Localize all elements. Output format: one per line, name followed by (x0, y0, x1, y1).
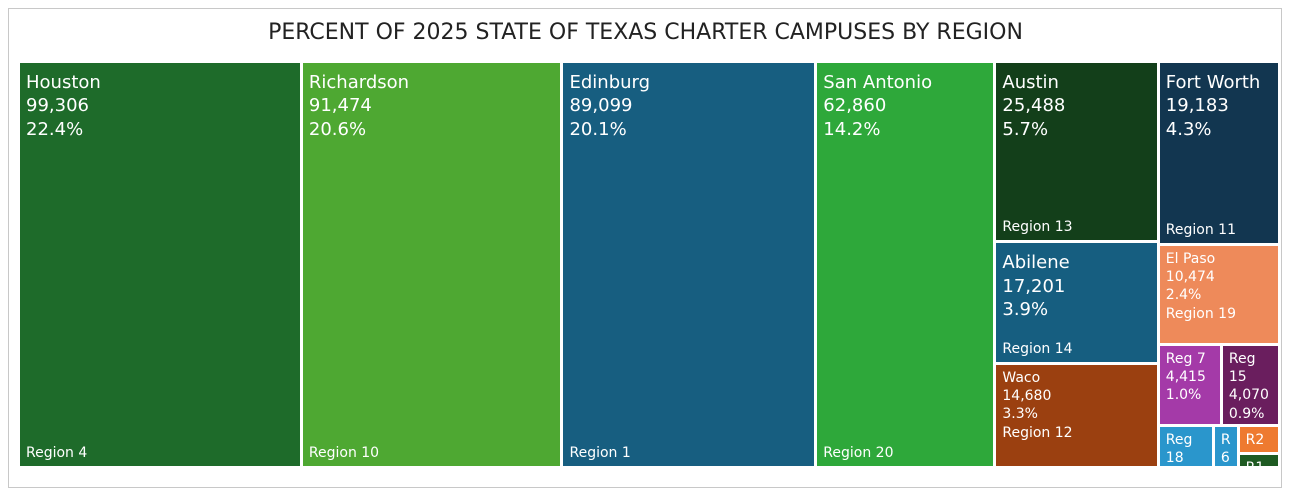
value-label: 17,201 (1002, 275, 1066, 297)
region-label: Region 14 (1002, 340, 1073, 357)
category-label: Edinburg (569, 72, 651, 93)
value-label: 4,415 (1165, 369, 1206, 386)
percent-label: 3.3% (1002, 406, 1038, 423)
value-label: 62,860 (823, 95, 887, 117)
value-label: 19,183 (1165, 95, 1229, 117)
tile: Reg 15 4,070 0.9% (1222, 346, 1278, 424)
tile: Houston 99,306 22.4% Region 4 (20, 63, 300, 466)
percent-label: 0.9% (1228, 405, 1265, 422)
region-label: Reg 18 (1165, 432, 1193, 466)
percent-label: 1.0% (1165, 387, 1202, 404)
category-label: San Antonio (823, 72, 933, 93)
category-label: Fort Worth (1165, 72, 1261, 93)
category-label: Austin (1002, 72, 1059, 93)
value-label: 91,474 (308, 95, 372, 117)
value-label: 25,488 (1002, 95, 1066, 117)
percent-label: 14.2% (823, 118, 881, 140)
value-label: 14,680 (1002, 388, 1052, 405)
region-label: Region 12 (1002, 424, 1073, 441)
chart-title: PERCENT OF 2025 STATE OF TEXAS CHARTER C… (268, 20, 1023, 45)
tile: El Paso 10,474 2.4% Region 19 (1159, 246, 1278, 344)
percent-label: 20.1% (569, 118, 627, 140)
tile: R2 (1239, 427, 1278, 452)
tile: Edinburg 89,099 20.1% Region 1 (563, 63, 815, 466)
category-label: El Paso (1165, 251, 1216, 268)
region-label: Region 13 (1002, 219, 1073, 236)
region-label: Reg 15 (1228, 351, 1256, 386)
tile: Austin 25,488 5.7% Region 13 (996, 63, 1157, 241)
tile: Reg 7 4,415 1.0% (1159, 346, 1220, 424)
percent-label: 20.6% (308, 118, 367, 140)
category-label: Houston (26, 72, 101, 93)
value-label: 99,306 (26, 95, 89, 117)
tile: Waco 14,680 3.3% Region 12 (996, 365, 1157, 466)
value-label: 89,099 (569, 95, 633, 117)
region-label: Region 10 (308, 444, 380, 461)
tile: Fort Worth 19,183 4.3% Region 11 (1159, 63, 1278, 244)
tile: R 6 (1214, 427, 1237, 466)
region-label: Region 4 (26, 444, 88, 461)
tile: San Antonio 62,860 14.2% Region 20 (817, 63, 994, 466)
tile: R17 (1239, 455, 1278, 466)
category-label: Richardson (308, 72, 410, 93)
tile: Abilene 17,201 3.9% Region 14 (996, 243, 1157, 363)
value-label: 4,070 (1228, 387, 1269, 404)
percent-label: 22.4% (26, 118, 84, 140)
percent-label: 2.4% (1165, 287, 1202, 304)
region-label: R2 (1245, 432, 1265, 448)
tile: Reg 18 (1159, 427, 1212, 466)
region-label: Region 20 (823, 444, 894, 461)
region-label: Region 1 (569, 444, 631, 461)
region-label: Region 11 (1165, 221, 1236, 238)
category-label: Abilene (1002, 252, 1070, 274)
region-label: Region 19 (1165, 305, 1236, 322)
category-label: Waco (1002, 370, 1041, 387)
region-label: R17 (1246, 459, 1272, 466)
percent-label: 4.3% (1165, 118, 1212, 140)
value-label: 10,474 (1165, 269, 1215, 286)
tile: Richardson 91,474 20.6% Region 10 (302, 63, 561, 466)
percent-label: 3.9% (1002, 299, 1049, 321)
page: PERCENT OF 2025 STATE OF TEXAS CHARTER C… (8, 8, 1282, 488)
region-label: Reg 7 (1165, 351, 1206, 368)
region-label: R 6 (1220, 432, 1231, 466)
percent-label: 5.7% (1002, 118, 1049, 140)
